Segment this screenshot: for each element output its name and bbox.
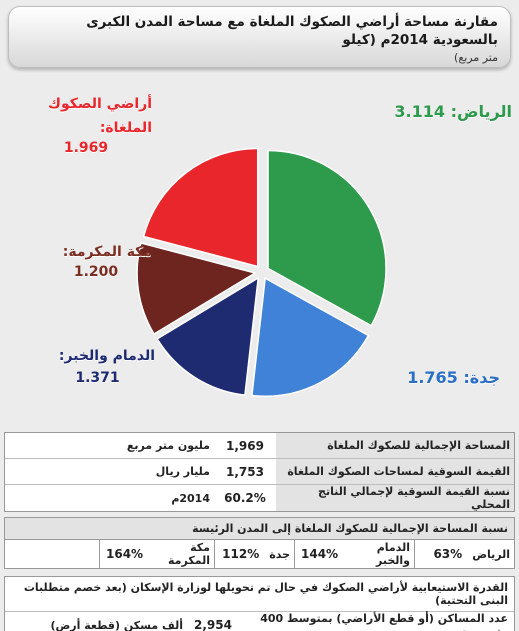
chart-title: مقارنة مساحة أراضي الصكوك الملغاة مع مسا… bbox=[86, 14, 498, 48]
city-name: مكة المكرمة bbox=[168, 541, 210, 567]
city-ratio-row: الرياض 63% الدمام والخبر 144% جدة 112% م… bbox=[5, 540, 514, 568]
city-cell-dammam: الدمام والخبر 144% bbox=[294, 540, 414, 568]
label-jeddah: جدة: 1.765 bbox=[340, 368, 500, 387]
label-makkah-name: مكة المكرمة: bbox=[62, 244, 152, 260]
housing-row: عدد المساكن (أو قطع الأراضي) بمتوسط 400 … bbox=[5, 612, 514, 631]
label-dammam-name: الدمام والخبر: bbox=[58, 348, 155, 364]
chart-title-unit: متر مربع) bbox=[454, 51, 498, 64]
city-value: 164% bbox=[106, 547, 144, 561]
housing-label: عدد المساكن (أو قطع الأراضي) بمتوسط 400 … bbox=[260, 612, 508, 631]
row-unit: 2014م bbox=[171, 491, 210, 505]
label-cancelled-value: 1.969 bbox=[63, 140, 109, 156]
label-jeddah-name: جدة: bbox=[463, 368, 500, 387]
label-dammam: الدمام والخبر: 1.371 bbox=[40, 348, 155, 386]
summary-table: المساحة الإجمالية للصكوك الملغاة 1,969 م… bbox=[4, 432, 515, 512]
row-value: 60.2% bbox=[224, 491, 266, 505]
label-makkah: مكة المكرمة: 1.200 bbox=[40, 244, 152, 280]
chart-title-box: مقارنة مساحة أراضي الصكوك الملغاة مع مسا… bbox=[8, 6, 511, 68]
slice-cancelled bbox=[142, 147, 259, 268]
city-ratio-header: نسبة المساحة الإجمالية للصكوك الملغاة إل… bbox=[5, 518, 514, 540]
city-value: 112% bbox=[222, 547, 260, 561]
row-label: نسبة القيمة السوقية لإجمالي الناتج المحل… bbox=[276, 485, 514, 511]
city-cell-riyadh: الرياض 63% bbox=[414, 540, 514, 568]
label-cancelled-name: أراضي الصكوك الملغاة: bbox=[48, 96, 152, 136]
row-value: 1,753 bbox=[226, 464, 264, 479]
label-makkah-value: 1.200 bbox=[73, 264, 119, 280]
city-name: الرياض bbox=[472, 547, 510, 561]
row-value: 1,969 bbox=[226, 438, 264, 453]
label-cancelled: أراضي الصكوك الملغاة: 1.969 bbox=[20, 92, 152, 156]
row-label: القيمة السوقية لمساحات الصكوك الملغاة bbox=[276, 459, 514, 484]
slice-riyadh bbox=[267, 149, 387, 327]
city-value: 144% bbox=[301, 547, 339, 561]
city-name: الدمام والخبر bbox=[376, 541, 410, 567]
city-value: 63% bbox=[433, 547, 463, 561]
housing-value: 2,954 bbox=[194, 618, 232, 631]
label-jeddah-value: 1.765 bbox=[407, 368, 458, 387]
slice-dammam bbox=[156, 276, 260, 396]
label-dammam-value: 1.371 bbox=[75, 370, 120, 386]
label-riyadh-value: 3.114 bbox=[394, 102, 446, 121]
row-unit: مليون متر مربع bbox=[126, 439, 210, 452]
housing-unit: ألف مسكن (قطعة أرض) bbox=[50, 618, 183, 631]
label-riyadh-name: الرياض: bbox=[450, 102, 512, 121]
label-riyadh: الرياض: 3.114 bbox=[392, 102, 512, 121]
table-row: المساحة الإجمالية للصكوك الملغاة 1,969 م… bbox=[5, 433, 514, 459]
pie-chart bbox=[136, 147, 387, 397]
housing-header: القدرة الاستيعابية لأراضي الصكوك في حال … bbox=[5, 577, 514, 612]
row-label: المساحة الإجمالية للصكوك الملغاة bbox=[276, 433, 514, 458]
city-cell-jeddah: جدة 112% bbox=[214, 540, 294, 568]
housing-capacity-table: القدرة الاستيعابية لأراضي الصكوك في حال … bbox=[4, 576, 515, 631]
city-cell-makkah: مكة المكرمة 164% bbox=[99, 540, 214, 568]
row-unit: مليار ريال bbox=[155, 465, 210, 478]
slice-makkah bbox=[136, 242, 257, 336]
table-row: القيمة السوقية لمساحات الصكوك الملغاة 1,… bbox=[5, 459, 514, 485]
table-row: نسبة القيمة السوقية لإجمالي الناتج المحل… bbox=[5, 485, 514, 511]
slice-jeddah bbox=[251, 277, 370, 397]
city-ratio-table: نسبة المساحة الإجمالية للصكوك الملغاة إل… bbox=[4, 517, 515, 569]
city-name: جدة bbox=[269, 547, 290, 561]
